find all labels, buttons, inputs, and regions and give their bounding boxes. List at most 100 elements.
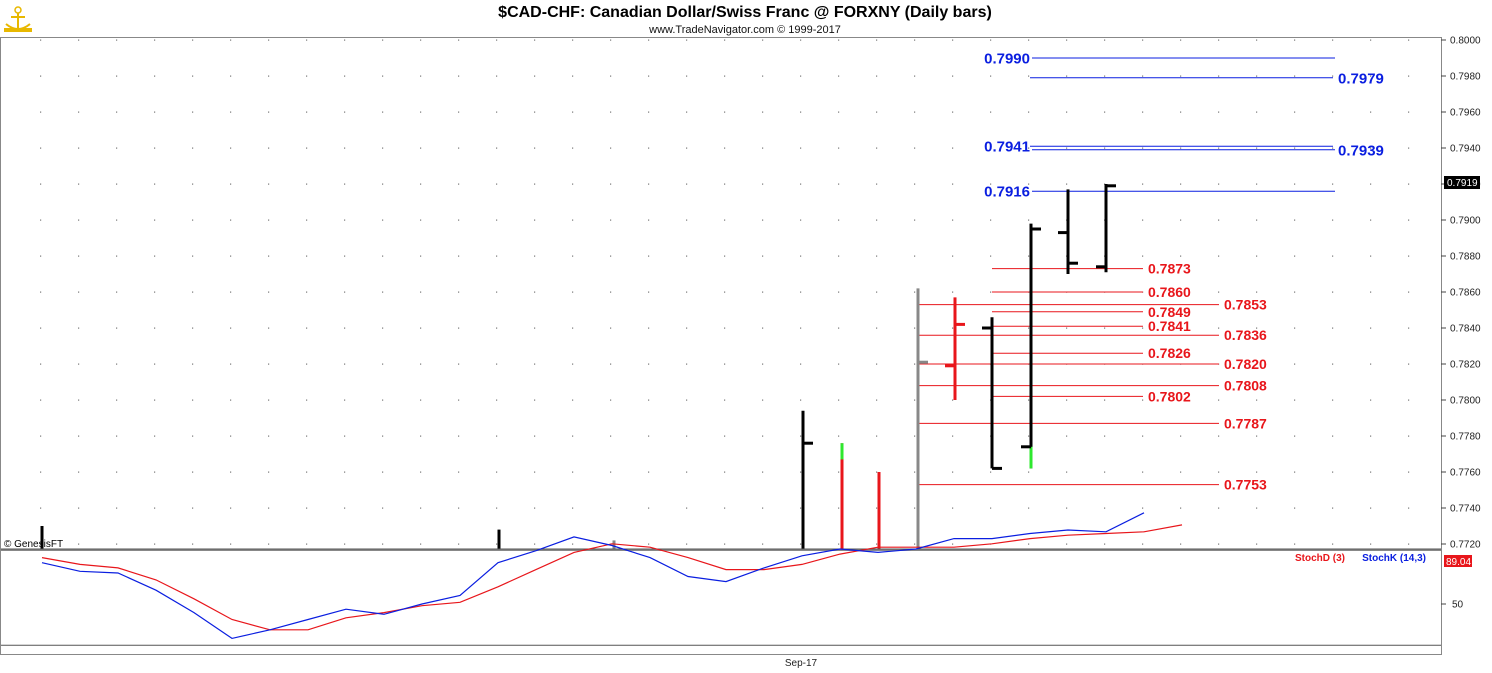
grid-dot [116,363,118,365]
grid-dot [610,183,612,185]
grid-dot [1066,39,1068,41]
grid-dot [648,435,650,437]
grid-dot [1332,219,1334,221]
grid-dot [154,435,156,437]
grid-dot [1370,471,1372,473]
grid-dot [686,291,688,293]
grid-dot [876,147,878,149]
grid-dot [78,327,80,329]
grid-dot [686,399,688,401]
grid-dot [876,219,878,221]
grid-dot [154,147,156,149]
grid-dot [1408,39,1410,41]
level-label-red: 0.7836 [1224,327,1267,343]
grid-dot [1028,399,1030,401]
grid-dot [1256,543,1258,545]
grid-dot [724,471,726,473]
grid-dot [230,471,232,473]
grid-dot [762,327,764,329]
grid-dot [1332,327,1334,329]
grid-dot [1408,255,1410,257]
level-label-red: 0.7753 [1224,477,1267,493]
grid-dot [686,39,688,41]
grid-dot [876,111,878,113]
grid-dot [40,255,42,257]
grid-dot [458,147,460,149]
level-label-blue: 0.7941 [984,139,1030,156]
grid-dot [496,39,498,41]
grid-dot [78,183,80,185]
grid-dot [610,255,612,257]
grid-dot [1028,543,1030,545]
grid-dot [458,543,460,545]
grid-dot [724,219,726,221]
grid-dot [78,399,80,401]
level-label-red: 0.7860 [1148,284,1191,300]
grid-dot [1408,471,1410,473]
grid-dot [154,543,156,545]
grid-dot [420,435,422,437]
grid-dot [1028,111,1030,113]
grid-dot [914,147,916,149]
grid-dot [838,75,840,77]
grid-dot [1294,255,1296,257]
grid-dot [382,255,384,257]
grid-dot [1218,507,1220,509]
grid-dot [420,399,422,401]
grid-dot [572,39,574,41]
grid-dot [800,183,802,185]
grid-dot [762,363,764,365]
grid-dot [382,507,384,509]
y-tick-label: 0.7780 [1450,432,1481,443]
grid-dot [990,219,992,221]
grid-dot [534,183,536,185]
grid-dot [686,543,688,545]
grid-dot [952,183,954,185]
grid-dot [192,543,194,545]
grid-dot [230,183,232,185]
grid-dot [192,111,194,113]
grid-dot [1294,543,1296,545]
grid-dot [78,471,80,473]
grid-dot [40,183,42,185]
grid-dot [876,39,878,41]
grid-dot [1332,147,1334,149]
grid-dot [1104,399,1106,401]
grid-dot [420,255,422,257]
grid-dot [268,111,270,113]
grid-dot [230,399,232,401]
grid-dot [420,147,422,149]
grid-dot [192,147,194,149]
grid-dot [952,327,954,329]
grid-dot [686,435,688,437]
grid-dot [40,507,42,509]
grid-dot [838,219,840,221]
grid-dot [192,471,194,473]
grid-dot [610,399,612,401]
grid-dot [1370,435,1372,437]
grid-dot [306,399,308,401]
grid-dot [1180,183,1182,185]
grid-dot [268,39,270,41]
grid-dot [724,255,726,257]
y-tick-label: 0.7740 [1450,504,1481,515]
grid-dot [382,543,384,545]
grid-dot [610,507,612,509]
grid-dot [1294,327,1296,329]
y-tick-label: 0.7860 [1450,288,1481,299]
grid-dot [990,255,992,257]
grid-dot [382,39,384,41]
grid-dot [1104,543,1106,545]
grid-dot [1370,39,1372,41]
grid-dot [876,471,878,473]
grid-dot [496,471,498,473]
grid-dot [1104,39,1106,41]
grid-dot [382,147,384,149]
grid-dot [496,543,498,545]
grid-dot [838,327,840,329]
grid-dot [1218,255,1220,257]
grid-dot [724,507,726,509]
grid-dot [344,75,346,77]
grid-dot [116,219,118,221]
grid-dot [1332,543,1334,545]
